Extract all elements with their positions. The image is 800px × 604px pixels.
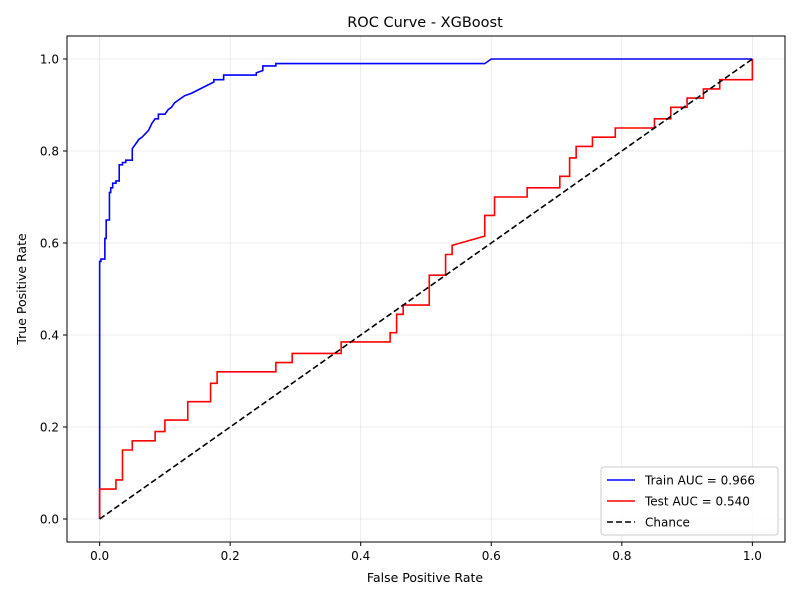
legend-label-2: Chance: [645, 516, 690, 530]
x-tick-label-5: 1.0: [743, 549, 762, 563]
y-axis-label: True Positive Rate: [14, 233, 29, 346]
x-axis-label: False Positive Rate: [367, 570, 483, 585]
series-layer: [98, 58, 754, 520]
y-tick-label-3: 0.6: [40, 237, 59, 251]
x-tick-label-1: 0.2: [221, 549, 240, 563]
series-line-2: [99, 58, 753, 520]
y-tick-label-4: 0.8: [40, 145, 59, 159]
x-tick-label-4: 0.8: [612, 549, 631, 563]
chart-title: ROC Curve - XGBoost: [347, 15, 503, 31]
y-tick-label-5: 1.0: [40, 53, 59, 67]
legend: Train AUC = 0.966 Test AUC = 0.540 Chance: [600, 466, 779, 536]
y-tick-label-0: 0.0: [40, 513, 59, 527]
x-tick-label-3: 0.6: [482, 549, 501, 563]
series-line-1: [98, 59, 754, 519]
legend-box: [600, 466, 779, 536]
legend-label-1: Test AUC = 0.540: [644, 495, 750, 509]
ticks-layer: 0.0 0.2 0.4 0.6 0.8 1.0 0.0 0.2 0.4 0.6 0.8 1.0: [40, 53, 762, 564]
x-tick-label-0: 0.0: [90, 549, 109, 563]
plot-frame: [66, 35, 786, 543]
legend-label-0: Train AUC = 0.966: [644, 474, 755, 488]
x-tick-label-2: 0.4: [351, 549, 370, 563]
y-tick-label-1: 0.2: [40, 421, 59, 435]
series-line-0: [98, 58, 753, 519]
grid-layer: [67, 36, 785, 542]
y-tick-label-2: 0.4: [40, 329, 59, 343]
